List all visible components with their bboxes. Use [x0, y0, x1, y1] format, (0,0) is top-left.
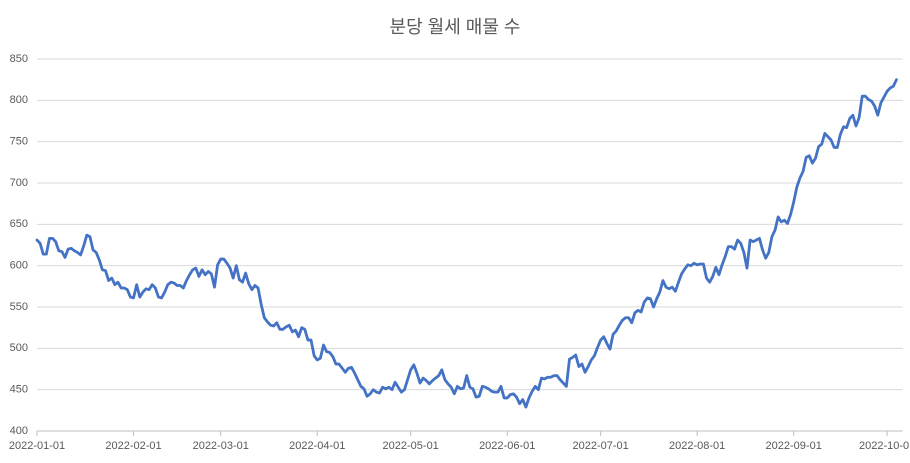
x-tick-label: 2022-04-01 — [289, 440, 345, 452]
y-tick-label: 400 — [10, 425, 28, 437]
y-tick-label: 850 — [10, 53, 28, 65]
chart-title: 분당 월세 매물 수 — [390, 17, 521, 37]
y-tick-label: 750 — [10, 136, 28, 148]
x-tick-label: 2022-07-01 — [572, 440, 628, 452]
x-tick-label: 2022-10-01 — [859, 440, 910, 452]
y-tick-label: 600 — [10, 260, 28, 272]
x-tick-label: 2022-01-01 — [9, 440, 65, 452]
x-tick-label: 2022-09-01 — [766, 440, 822, 452]
y-tick-label: 450 — [10, 384, 28, 396]
y-tick-label: 500 — [10, 342, 28, 354]
x-tick-label: 2022-08-01 — [669, 440, 725, 452]
y-tick-label: 650 — [10, 218, 28, 230]
x-tick-label: 2022-02-01 — [105, 440, 161, 452]
y-tick-label: 800 — [10, 94, 28, 106]
x-tick-label: 2022-03-01 — [193, 440, 249, 452]
data-line — [35, 78, 898, 409]
y-tick-label: 550 — [10, 301, 28, 313]
x-tick-label: 2022-06-01 — [479, 440, 535, 452]
x-tick-label: 2022-05-01 — [383, 440, 439, 452]
y-tick-label: 700 — [10, 177, 28, 189]
